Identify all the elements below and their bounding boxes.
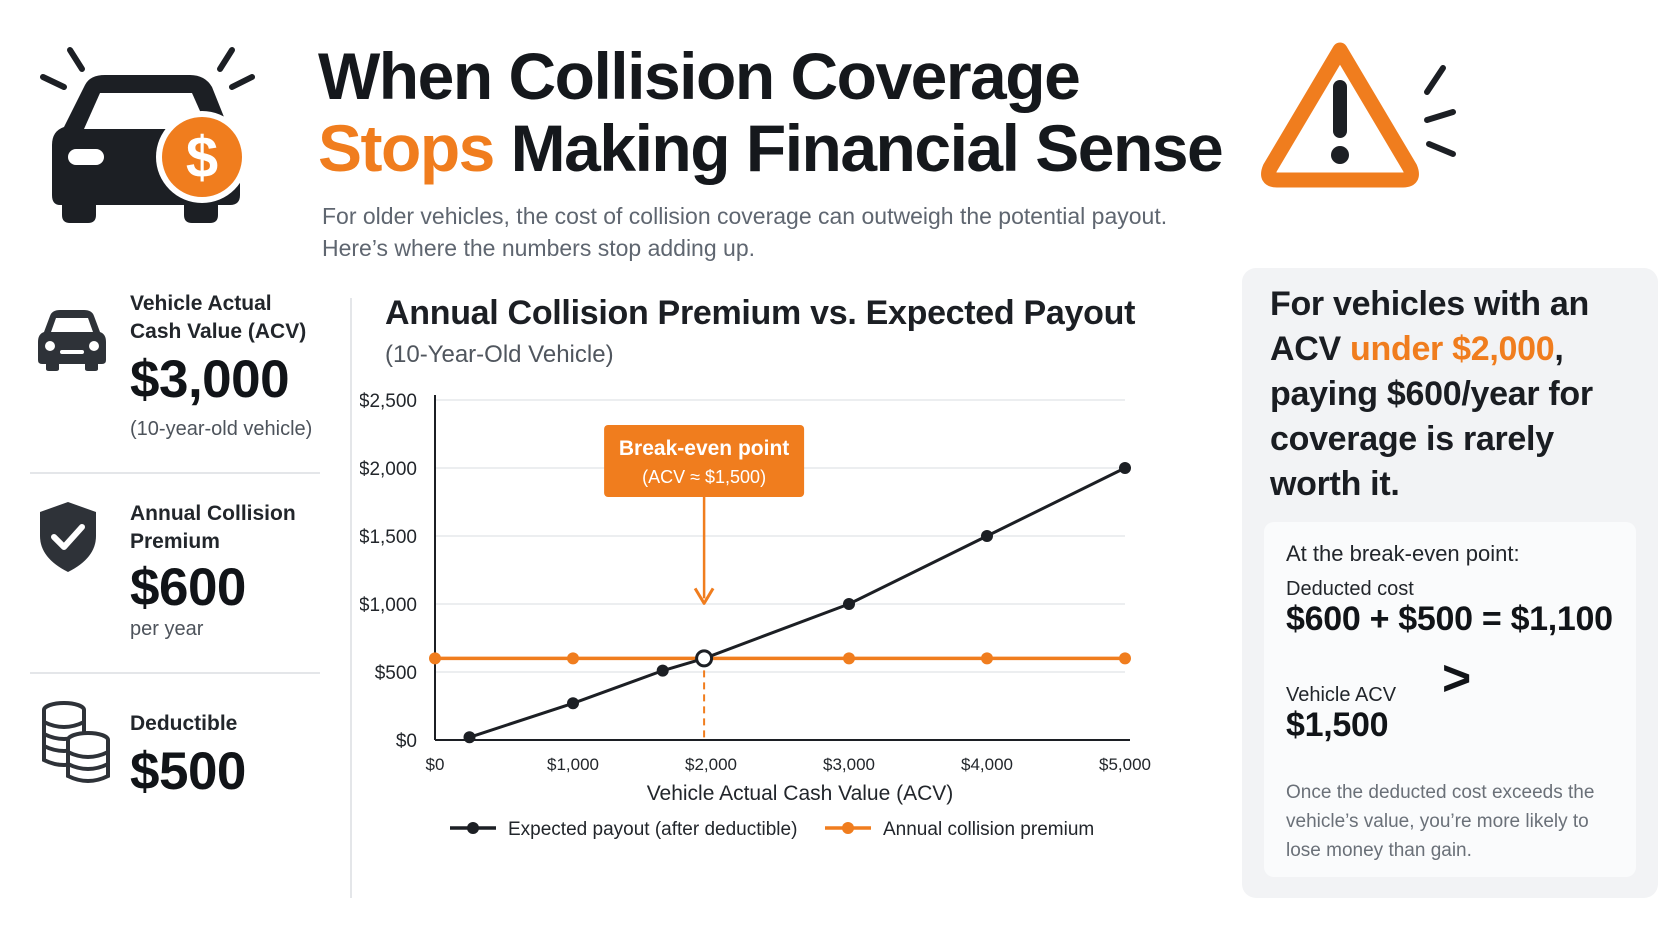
break-even-point [695,649,714,668]
break-even-card: At the break-even point: Deducted cost $… [1264,522,1636,877]
summary-headline: For vehicles with an ACV under $2,000, p… [1270,285,1593,503]
svg-text:$: $ [186,125,218,190]
x-tick-label: $4,000 [961,755,1013,774]
title-line-2: Stops Making Financial Sense [318,111,1224,185]
line-chart: $0 $500 $1,000 $1,500 $2,000 $2,500 $0 $1,000 $2… [360,391,1151,840]
legend-label: Expected payout (after deductible) [508,819,797,840]
payout-point [567,697,579,710]
stat-value: $3,000 [130,350,290,409]
payout-point [981,530,993,542]
stat-vehicle-acv: Vehicle Actual Cash Value (ACV) $3,000 (1… [30,290,320,440]
break-even-callout [604,425,805,497]
car-icon [38,310,106,371]
page-subtitle: For older vehicles, the cost of collisio… [322,203,1168,261]
y-tick-label: $2,000 [360,459,417,480]
stat-deductible: Deductible $500 [30,700,320,810]
payout-point [656,664,669,677]
x-tick-label: $5,000 [1099,755,1151,774]
chart-subtitle: (10-Year-Old Vehicle) [385,341,614,368]
vehicle-acv-value: $1,500 [1286,706,1389,744]
coin-stack-icon [42,701,110,783]
legend-label: Annual collision premium [883,819,1094,840]
callout-arrowhead [693,587,715,605]
greater-than-sign: > [1442,650,1472,706]
premium-point [981,652,993,665]
stat-label: Vehicle Actual Cash Value (ACV) [130,292,307,343]
stat-annual-premium: Annual Collision Premium $600 per year [30,500,320,640]
title-line-1: When Collision Coverage [318,39,1081,113]
card-heading: At the break-even point: [1286,541,1520,566]
y-tick-label: $0 [396,731,417,752]
summary-panel: For vehicles with an ACV under $2,000, p… [1242,268,1658,898]
title-accent: Stops [318,111,495,185]
deducted-cost-label: Deducted cost [1286,578,1414,600]
payout-line [469,466,1126,739]
summary-accent: under $2,000 [1350,330,1555,368]
x-tick-label: $1,000 [547,755,599,774]
stat-divider [30,672,320,674]
panel-divider [350,298,352,898]
vehicle-acv-label: Vehicle ACV [1286,684,1397,706]
car-with-dollar-icon: $ [40,47,255,223]
deducted-cost-value: $600 + $500 = $1,100 [1286,600,1613,638]
legend-item: Expected payout (after deductible) [450,819,797,840]
premium-point [429,652,441,665]
x-axis-label: Vehicle Actual Cash Value (ACV) [647,782,954,805]
legend-marker [842,822,854,834]
warning-triangle-icon [1261,42,1456,188]
callout-subtitle: (ACV ≈ $1,500) [642,467,766,487]
page-title: When Collision Coverage Stops Making Fin… [318,39,1224,185]
premium-point [843,652,855,665]
payout-point [1119,462,1131,474]
x-tick-label: $2,000 [685,755,737,774]
legend-marker [467,822,479,834]
callout-title: Break-even point [619,437,789,460]
stat-note: (10-year-old vehicle) [130,418,313,440]
stat-divider [30,472,320,474]
stat-note: per year [130,618,204,640]
payout-point [463,731,476,744]
y-tick-label: $500 [375,663,417,684]
payout-point [843,598,855,610]
shield-check-icon [40,502,96,572]
chart-title: Annual Collision Premium vs. Expected Pa… [385,294,1136,332]
y-tick-label: $1,500 [360,527,417,548]
title-rest: Making Financial Sense [493,111,1224,185]
x-tick-label: $0 [426,755,445,774]
stat-value: $500 [130,742,246,801]
y-tick-label: $1,000 [360,595,417,616]
premium-point [1119,652,1131,665]
stat-label: Annual Collision Premium [130,502,296,553]
premium-point [567,652,579,665]
card-note: Once the deducted cost exceeds the vehic… [1286,782,1595,861]
legend: Expected payout (after deductible) Annual… [450,819,1094,840]
legend-item: Annual collision premium [825,819,1094,840]
y-tick-label: $2,500 [360,391,417,412]
stat-value: $600 [130,558,246,617]
stat-label: Deductible [130,712,238,735]
x-tick-label: $3,000 [823,755,875,774]
